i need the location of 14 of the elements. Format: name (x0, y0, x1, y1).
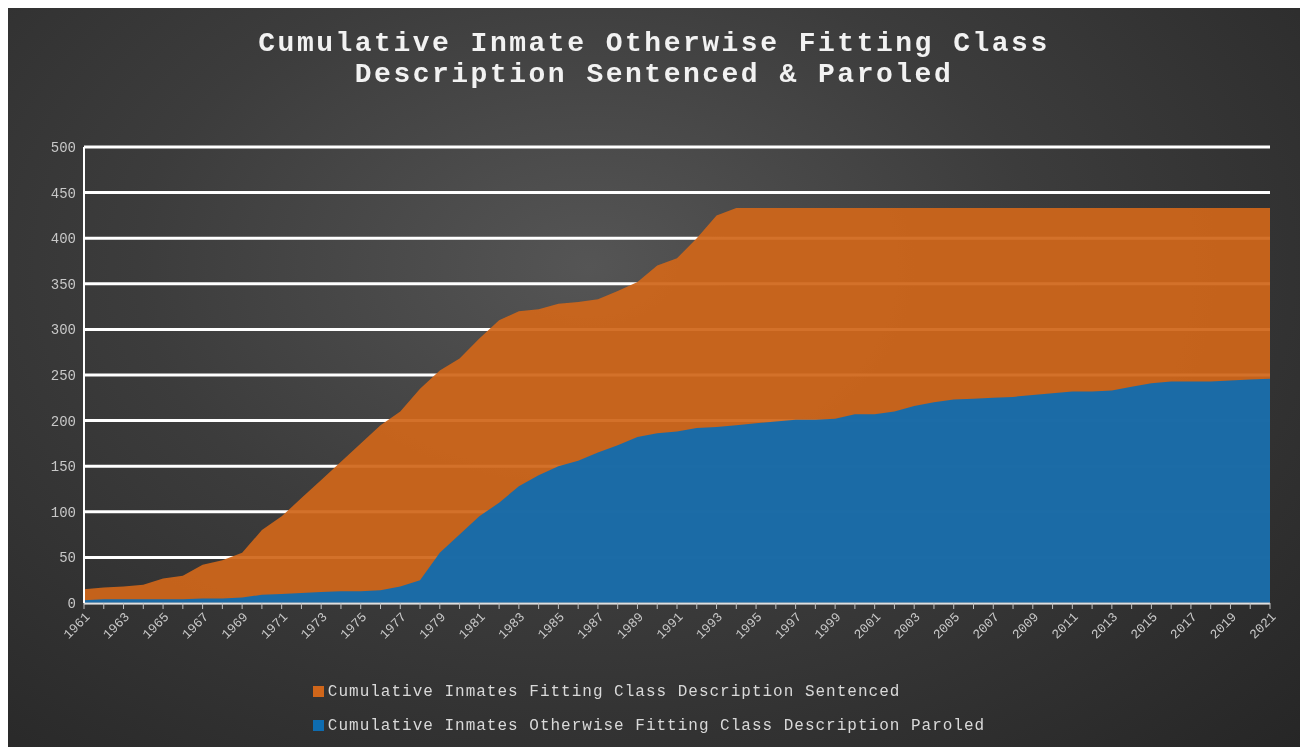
y-tick-label: 300 (50, 322, 76, 339)
y-tick-label: 500 (50, 139, 76, 156)
y-tick-label: 100 (50, 504, 76, 521)
y-tick-label: 400 (50, 231, 76, 248)
chart-title: Cumulative Inmate Otherwise Fitting Class Description Sentenced & Paroled (257, 28, 1051, 90)
legend-label: Cumulative Inmates Fitting Class Description Sentenced (327, 683, 901, 701)
y-tick-label: 50 (59, 550, 76, 567)
y-tick-label: 450 (50, 185, 76, 202)
legend-label: Cumulative Inmates Otherwise Fitting Class Description Paroled (327, 717, 986, 735)
y-tick-label: 250 (50, 367, 76, 384)
y-tick-label: 0 (67, 595, 76, 612)
y-tick-label: 200 (50, 413, 76, 430)
y-tick-label: 350 (50, 276, 76, 293)
y-tick-label: 150 (50, 459, 76, 476)
